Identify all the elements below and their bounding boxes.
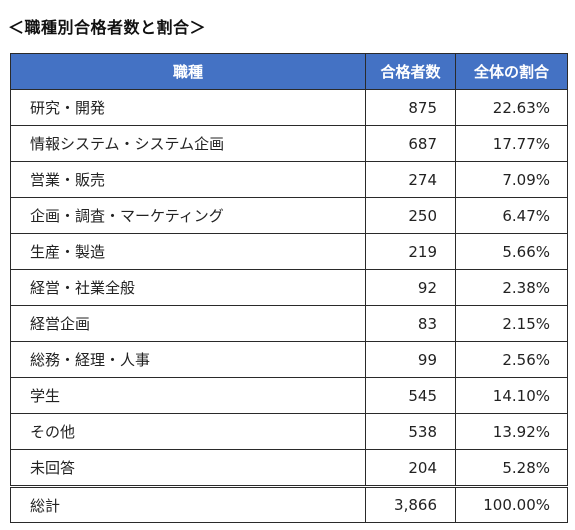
table-row: 企画・調査・マーケティング 250 6.47% [10,197,568,234]
table-row: 学生 545 14.10% [10,377,568,414]
table-row: 総務・経理・人事 99 2.56% [10,341,568,378]
table-row: 経営・社業全般 92 2.38% [10,269,568,306]
table-row: 経営企画 83 2.15% [10,305,568,342]
table-row: 情報システム・システム企画 687 17.77% [10,125,568,162]
ratio-cell: 5.28% [455,449,568,487]
header-ratio: 全体の割合 [455,53,568,90]
table-row: 生産・製造 219 5.66% [10,233,568,270]
page-title: ＜職種別合格者数と割合＞ [8,18,207,37]
count-cell: 875 [365,89,456,126]
ratio-cell: 14.10% [455,377,568,414]
count-cell: 99 [365,341,456,378]
count-cell: 83 [365,305,456,342]
ratio-cell: 6.47% [455,197,568,234]
count-cell: 538 [365,413,456,450]
job-cell: 経営企画 [10,305,366,342]
ratio-cell: 2.38% [455,269,568,306]
job-cell: 総務・経理・人事 [10,341,366,378]
job-cell: 企画・調査・マーケティング [10,197,366,234]
ratio-cell: 5.66% [455,233,568,270]
count-cell: 250 [365,197,456,234]
job-cell: 経営・社業全般 [10,269,366,306]
table-row: 研究・開発 875 22.63% [10,89,568,126]
job-cell: 情報システム・システム企画 [10,125,366,162]
job-cell: 学生 [10,377,366,414]
ratio-cell: 7.09% [455,161,568,198]
job-cell: 営業・販売 [10,161,366,198]
table-row: 営業・販売 274 7.09% [10,161,568,198]
total-count: 3,866 [365,485,456,523]
job-cell: その他 [10,413,366,450]
count-cell: 92 [365,269,456,306]
count-cell: 545 [365,377,456,414]
ratio-cell: 2.56% [455,341,568,378]
count-cell: 219 [365,233,456,270]
count-cell: 274 [365,161,456,198]
total-label: 総計 [10,485,366,523]
total-ratio: 100.00% [455,485,568,523]
ratio-cell: 22.63% [455,89,568,126]
table-row: 未回答 204 5.28% [10,449,568,487]
header-row: 職種 合格者数 全体の割合 [10,53,568,90]
job-cell: 生産・製造 [10,233,366,270]
count-cell: 204 [365,449,456,487]
ratio-cell: 2.15% [455,305,568,342]
job-cell: 研究・開発 [10,89,366,126]
header-count: 合格者数 [365,53,456,90]
job-cell: 未回答 [10,449,366,487]
table-row: その他 538 13.92% [10,413,568,450]
header-job: 職種 [10,53,366,90]
count-cell: 687 [365,125,456,162]
ratio-cell: 13.92% [455,413,568,450]
ratio-cell: 17.77% [455,125,568,162]
occupation-table: 職種 合格者数 全体の割合 研究・開発 875 22.63% 情報システム・シス… [10,53,568,523]
total-row: 総計 3,866 100.00% [10,485,568,523]
